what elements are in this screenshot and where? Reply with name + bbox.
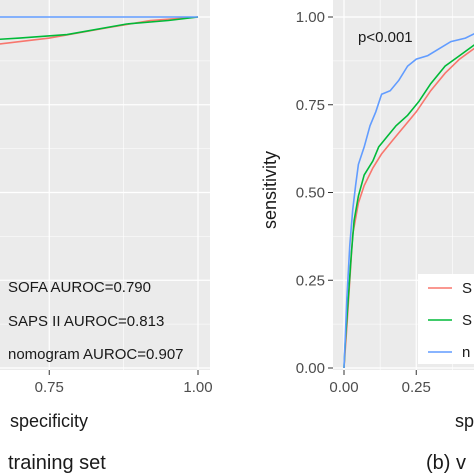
panel-b-y-axis-title: sensitivity bbox=[260, 151, 280, 229]
panel-a-series bbox=[0, 16, 199, 45]
series-line-saps-ii bbox=[0, 16, 199, 41]
x-tick-label: 1.00 bbox=[183, 379, 212, 396]
y-tick-label: 0.00 bbox=[296, 360, 325, 377]
panel-b-caption: (b) v bbox=[426, 452, 466, 474]
panel-a-x-ticks: 0.500.751.00 bbox=[35, 370, 213, 396]
legend-label-nomogram: n bbox=[462, 344, 470, 361]
legend-label-sofa: S bbox=[462, 280, 472, 297]
legend-box bbox=[418, 274, 474, 364]
panel-a-annotation-nomogram: nomogram AUROC=0.907 bbox=[8, 346, 184, 363]
x-tick-label: 0.25 bbox=[402, 379, 431, 396]
panel-b-y-ticks: 0.00 0.25 0.50 0.75 1.00 bbox=[296, 9, 333, 377]
series-line-saps-ii bbox=[343, 44, 474, 369]
legend-label-saps: S bbox=[462, 312, 472, 329]
y-tick-label: 0.50 bbox=[296, 185, 325, 202]
panel-b-x-axis-title: sp bbox=[455, 411, 474, 431]
panel-a-grid bbox=[0, 0, 210, 370]
panel-a: SOFA AUROC=0.790 SAPS II AUROC=0.813 nom… bbox=[0, 0, 213, 474]
x-tick-label: 0.75 bbox=[35, 379, 64, 396]
series-line-nomogram bbox=[343, 32, 474, 369]
panel-a-annotation-sofa: SOFA AUROC=0.790 bbox=[8, 279, 151, 296]
y-tick-label: 0.25 bbox=[296, 272, 325, 289]
panel-b-series bbox=[343, 32, 474, 369]
panel-a-x-axis-title: specificity bbox=[10, 411, 88, 431]
x-tick-label: 0.00 bbox=[329, 379, 358, 396]
panel-b-legend: S S n bbox=[418, 274, 474, 364]
panel-a-caption: training set bbox=[8, 452, 106, 474]
y-tick-label: 1.00 bbox=[296, 9, 325, 26]
panel-b: p<0.001 S S n 0.000.250.500.751.00 0.00 0… bbox=[260, 0, 474, 474]
series-line-nomogram bbox=[0, 16, 198, 18]
panel-b-annotation-pvalue: p<0.001 bbox=[358, 29, 413, 46]
panel-b-x-ticks: 0.00 0.25 bbox=[329, 370, 431, 396]
panel-a-background bbox=[0, 0, 210, 370]
panel-a-annotation-saps: SAPS II AUROC=0.813 bbox=[8, 313, 164, 330]
panel-b-grid bbox=[333, 0, 474, 370]
y-tick-label: 0.75 bbox=[296, 97, 325, 114]
